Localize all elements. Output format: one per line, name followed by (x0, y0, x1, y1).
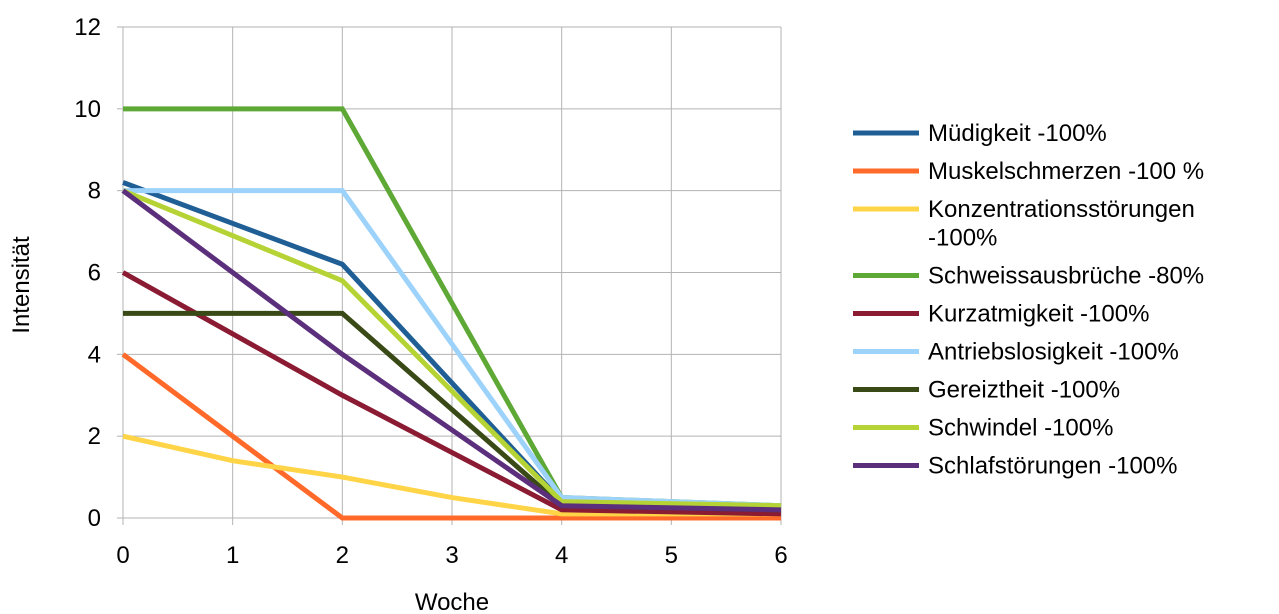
legend-label: Schwindel -100% (928, 415, 1113, 442)
grid (122, 26, 782, 519)
series-line-9 (121, 188, 782, 513)
y-tick-label: 8 (88, 178, 101, 205)
legend-label: Konzentrationsstörungen (928, 196, 1195, 223)
legend-label: Muskelschmerzen -100 % (928, 158, 1204, 185)
legend-item: Schweissausbrüche -80% (853, 263, 1204, 290)
legend-item: Kurzatmigkeit -100% (853, 301, 1149, 328)
x-tick-label: 1 (226, 542, 239, 569)
x-tick-label: 6 (774, 542, 787, 569)
legend-label: Antriebslosigkeit -100% (928, 339, 1179, 366)
y-tick-label: 2 (88, 423, 101, 450)
x-axis-title: Woche (415, 589, 489, 614)
series-line-5 (121, 270, 782, 517)
y-tick-label: 12 (74, 14, 101, 41)
legend-label: -100% (928, 225, 997, 252)
x-tick-label: 5 (665, 542, 678, 569)
x-tick-label: 4 (555, 542, 568, 569)
legend-label: Kurzatmigkeit -100% (928, 301, 1149, 328)
y-tick-label: 0 (88, 505, 101, 532)
legend-item: Müdigkeit -100% (853, 120, 1107, 147)
y-tick-label: 10 (74, 96, 101, 123)
x-tick-label: 0 (116, 542, 129, 569)
legend-item: Schwindel -100% (853, 415, 1113, 442)
legend: Müdigkeit -100% Muskelschmerzen -100 % Kon… (853, 120, 1204, 480)
series-lines (121, 106, 782, 521)
legend-label: Schlafstörungen -100% (928, 453, 1178, 480)
y-axis-title: Intensität (8, 236, 35, 334)
legend-item: Muskelschmerzen -100 % (853, 158, 1204, 185)
legend-label: Müdigkeit -100% (928, 120, 1107, 147)
y-tick-label: 6 (88, 260, 101, 287)
legend-label: Gereiztheit -100% (928, 377, 1120, 404)
legend-item: Antriebslosigkeit -100% (853, 339, 1179, 366)
legend-item: Konzentrationsstörungen-100% (853, 196, 1195, 252)
legend-item: Schlafstörungen -100% (853, 453, 1178, 480)
legend-label: Schweissausbrüche -80% (928, 263, 1204, 290)
x-tick-label: 2 (336, 542, 349, 569)
x-tick-label: 3 (445, 542, 458, 569)
y-tick-label: 4 (88, 341, 101, 368)
series-line-8 (122, 188, 782, 509)
legend-item: Gereiztheit -100% (853, 377, 1120, 404)
series-line-2 (121, 352, 781, 521)
